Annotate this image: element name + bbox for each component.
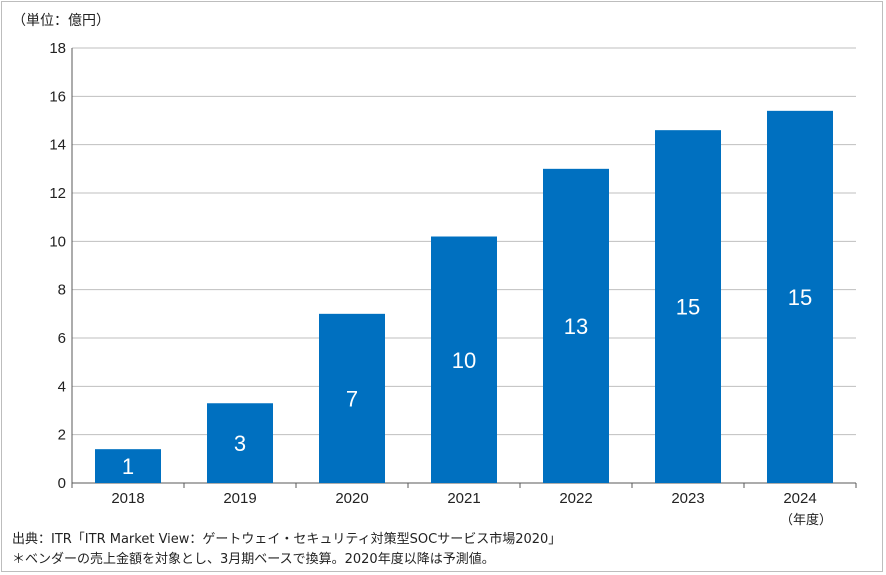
y-tick-label: 8 (58, 282, 66, 299)
x-tick-label: 2024 (783, 490, 816, 507)
note-footnote: ＊ベンダーの売上金額を対象とし、3月期ベースで換算。2020年度以降は予測値。 (12, 552, 495, 567)
data-label: 3 (234, 431, 246, 456)
bar-2019 (207, 403, 273, 483)
x-tick-labels: 2018 2019 2020 2021 2022 2023 2024 (111, 490, 816, 507)
unit-label: （単位：億円） (12, 13, 110, 29)
bar-2018 (95, 449, 161, 483)
y-tick-label: 12 (49, 185, 66, 202)
bar-2022 (543, 168, 609, 484)
x-tick-label: 2022 (559, 490, 592, 507)
y-tick-label: 6 (58, 330, 66, 347)
y-tick-label: 0 (58, 475, 66, 492)
x-axis-unit-label: （年度） (780, 513, 833, 528)
y-tick-label: 14 (49, 137, 66, 154)
bar-2024 (767, 110, 833, 483)
bar-2021 (431, 236, 497, 483)
x-tick-label: 2019 (223, 490, 256, 507)
data-label: 7 (346, 386, 358, 411)
bar-2020 (319, 313, 385, 483)
data-label: 10 (452, 348, 476, 373)
bar-2023 (655, 130, 721, 483)
bars (95, 110, 833, 484)
y-tick-label: 2 (58, 427, 66, 444)
y-tick-label: 16 (49, 88, 66, 105)
data-label: 13 (564, 314, 588, 339)
x-tick-label: 2020 (335, 490, 368, 507)
data-label: 1 (122, 454, 134, 479)
y-tick-label: 4 (58, 378, 66, 395)
data-label: 15 (676, 295, 700, 320)
y-tick-label: 10 (49, 233, 66, 250)
x-tick-label: 2021 (447, 490, 480, 507)
data-label: 15 (788, 285, 812, 310)
y-tick-labels: 0 2 4 6 8 10 12 14 16 18 (49, 40, 66, 492)
y-tick-label: 18 (49, 40, 66, 57)
x-tick-label: 2018 (111, 490, 144, 507)
x-tick-label: 2023 (671, 490, 704, 507)
source-footnote: 出典：ITR「ITR Market View：ゲートウェイ・セキュリティ対策型S… (12, 532, 562, 547)
